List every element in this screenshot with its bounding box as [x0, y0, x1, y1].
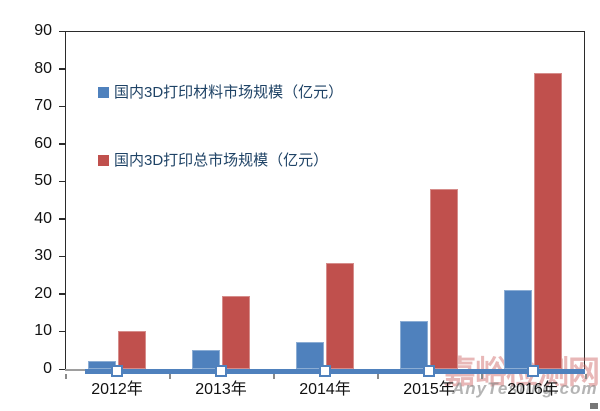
x-axis-tick [169, 374, 171, 379]
y-axis-tick-label: 60 [34, 134, 52, 152]
x-axis-label-2015年: 2015年 [403, 381, 455, 398]
zero-series-marker [319, 365, 331, 377]
bar-total-2015年 [430, 188, 458, 369]
y-axis-tick [59, 368, 65, 370]
x-axis-tick [481, 374, 483, 379]
y-axis-tick [59, 293, 65, 295]
y-axis-tick-label: 10 [34, 322, 52, 340]
y-axis-tick [59, 255, 65, 258]
x-axis-tick [377, 374, 379, 379]
bar-material-2014年 [296, 341, 324, 369]
x-axis-tick [585, 374, 587, 379]
bar-material-2015年 [400, 320, 428, 369]
y-axis-tick-label: 30 [34, 247, 52, 265]
x-axis-tick [65, 374, 67, 379]
bar-total-2016年 [534, 73, 562, 369]
bar-total-2013年 [222, 295, 250, 369]
x-axis-label-2014年: 2014年 [299, 381, 351, 398]
zero-series-marker [111, 365, 123, 377]
zero-series-marker [215, 365, 227, 377]
x-axis-tick [273, 374, 275, 379]
y-axis-tick [59, 105, 65, 108]
x-axis-label-2012年: 2012年 [91, 381, 143, 398]
y-axis-tick [59, 143, 65, 145]
y-axis-tick-label: 20 [34, 284, 52, 302]
bar-material-2016年 [504, 290, 532, 369]
corner-artifact [590, 403, 598, 409]
y-axis-tick [59, 218, 65, 220]
y-axis-tick-label: 80 [34, 59, 52, 77]
legend-label: 国内3D打印材料市场规模（亿元） [114, 84, 344, 101]
legend-label: 国内3D打印总市场规模（亿元） [114, 152, 329, 169]
y-axis-tick-label: 70 [34, 97, 52, 115]
y-axis-tick [59, 330, 65, 333]
legend-item-total: 国内3D打印总市场规模（亿元） [98, 152, 328, 169]
y-axis-tick [59, 30, 65, 32]
y-axis-tick-label: 90 [34, 22, 52, 39]
y-axis-tick [59, 68, 65, 70]
legend-item-material: 国内3D打印材料市场规模（亿元） [98, 84, 343, 101]
zero-line-series [85, 369, 585, 374]
bar-material-2013年 [192, 350, 220, 369]
y-axis-tick-label: 0 [43, 360, 52, 377]
y-axis-tick-label: 40 [34, 209, 52, 227]
y-axis-tick-label: 50 [34, 172, 52, 190]
y-axis-tick [59, 180, 65, 183]
bar-total-2012年 [118, 331, 146, 369]
zero-series-marker [423, 365, 435, 377]
legend-swatch-red [98, 155, 109, 166]
x-axis-label-2016年: 2016年 [507, 381, 559, 398]
x-axis-label-2013年: 2013年 [195, 381, 247, 398]
legend-swatch-blue [98, 87, 109, 98]
zero-series-marker [527, 365, 539, 377]
plot-area [65, 31, 585, 369]
bar-total-2014年 [326, 263, 354, 369]
